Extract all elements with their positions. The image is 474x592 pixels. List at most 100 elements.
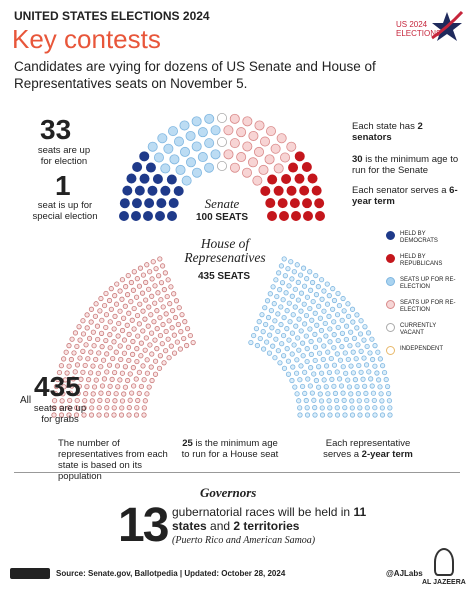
- legend-swatch: [386, 254, 395, 263]
- seat: [267, 174, 278, 185]
- seat: [364, 397, 370, 404]
- seat: [296, 316, 302, 322]
- seat: [280, 297, 286, 303]
- seat: [123, 284, 129, 290]
- seat: [269, 325, 275, 331]
- stat-text: seats are up for election: [37, 145, 91, 167]
- seat: [379, 398, 385, 404]
- seat: [59, 405, 65, 411]
- seat: [88, 349, 94, 355]
- seat: [157, 314, 163, 321]
- seat: [181, 175, 192, 186]
- seat: [117, 308, 123, 314]
- seat: [121, 350, 128, 356]
- seat: [145, 162, 156, 173]
- seat: [328, 355, 334, 362]
- seat: [374, 370, 380, 376]
- seat: [325, 349, 331, 355]
- seat: [330, 286, 336, 292]
- seat: [283, 290, 289, 296]
- seat: [166, 211, 177, 222]
- legend-label: INDEPENDENT: [400, 346, 444, 352]
- seat: [241, 167, 252, 178]
- legend-item: HELD BY DEMOCRATS: [386, 231, 460, 245]
- seat: [52, 391, 58, 397]
- seat: [130, 365, 136, 371]
- seat: [350, 349, 356, 355]
- seat: [159, 263, 166, 269]
- seat: [204, 162, 215, 173]
- seat: [386, 391, 392, 397]
- seat: [372, 405, 378, 411]
- seat: [386, 398, 392, 404]
- seat: [301, 162, 312, 173]
- seat: [260, 186, 271, 197]
- seat: [321, 343, 327, 349]
- seat: [138, 340, 144, 346]
- seat: [104, 397, 111, 404]
- text: Each representative serves a: [323, 438, 411, 460]
- seat: [260, 329, 266, 335]
- seat: [84, 312, 90, 318]
- seat: [319, 296, 325, 302]
- seat: [381, 369, 388, 376]
- seat: [305, 376, 311, 382]
- seat: [327, 412, 333, 418]
- seat: [101, 376, 108, 382]
- seat: [304, 358, 310, 365]
- seat: [276, 270, 282, 276]
- seat: [119, 398, 126, 404]
- seat: [304, 412, 311, 418]
- seat: [370, 390, 377, 396]
- seat: [149, 276, 155, 282]
- seat: [179, 146, 190, 157]
- seat: [378, 391, 384, 397]
- seat: [275, 348, 281, 354]
- seat: [90, 329, 96, 335]
- seat: [127, 371, 133, 377]
- seat: [191, 167, 202, 178]
- seat: [323, 363, 330, 369]
- seat: [375, 349, 381, 355]
- seat: [148, 312, 154, 318]
- seat: [292, 384, 298, 390]
- seat: [313, 377, 319, 384]
- seat: [111, 339, 117, 345]
- seat: [377, 384, 383, 390]
- cc-icon: [10, 568, 50, 579]
- seat: [331, 319, 337, 325]
- source: Source: Senate.gov, Ballotpedia | Update…: [56, 569, 286, 578]
- seat: [298, 290, 305, 296]
- seat: [229, 162, 240, 173]
- seat: [103, 290, 109, 297]
- seat: [326, 293, 332, 299]
- seat: [341, 308, 347, 314]
- seat: [204, 138, 215, 149]
- seat: [168, 284, 174, 290]
- seat: [67, 390, 74, 396]
- seat: [137, 301, 143, 307]
- brand: AL JAZEERA: [422, 579, 466, 586]
- legend-swatch: [386, 323, 395, 332]
- stat-text: seats are up for grabs: [33, 403, 87, 425]
- seat: [363, 362, 370, 368]
- brand-logo: [434, 548, 454, 576]
- seat: [299, 185, 310, 196]
- seat: [298, 363, 304, 369]
- seat: [179, 312, 185, 318]
- seat: [273, 277, 279, 283]
- seat: [144, 370, 151, 376]
- seat: [112, 313, 118, 319]
- stat-number: 1: [55, 170, 71, 201]
- seat: [383, 376, 389, 383]
- seat: [358, 318, 364, 324]
- seat: [156, 198, 167, 209]
- seat: [142, 316, 148, 322]
- seat: [152, 300, 158, 306]
- seat: [132, 162, 143, 173]
- seat: [360, 376, 366, 382]
- seat: [93, 377, 99, 383]
- seat: [304, 276, 310, 282]
- seat: [161, 287, 167, 293]
- seat: [111, 412, 117, 418]
